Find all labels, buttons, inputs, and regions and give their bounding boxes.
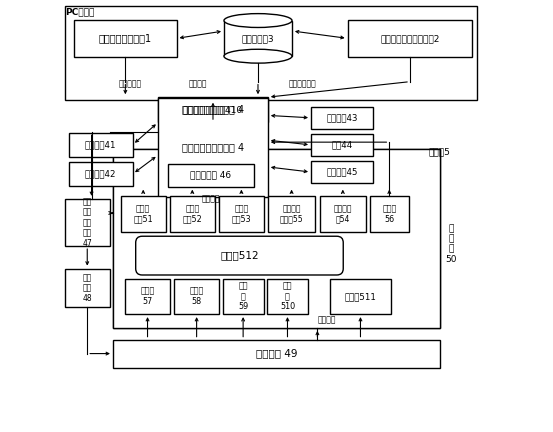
Text: 烟雾传感
器54: 烟雾传感 器54 xyxy=(333,204,352,224)
Text: 数据通信接口元件410: 数据通信接口元件410 xyxy=(183,105,243,114)
Text: 控制信息: 控制信息 xyxy=(317,316,336,325)
Text: 智能
开关
48: 智能 开关 48 xyxy=(82,273,92,303)
Text: 发芽试验智能控制器 4: 发芽试验智能控制器 4 xyxy=(182,104,244,114)
Text: 发芽试验智能控制器 4: 发芽试验智能控制器 4 xyxy=(182,142,244,152)
Text: 湿度传
感器52: 湿度传 感器52 xyxy=(182,204,202,224)
FancyBboxPatch shape xyxy=(113,340,440,368)
FancyBboxPatch shape xyxy=(219,196,264,232)
FancyBboxPatch shape xyxy=(65,269,110,307)
FancyBboxPatch shape xyxy=(311,107,373,129)
FancyBboxPatch shape xyxy=(121,196,166,232)
FancyBboxPatch shape xyxy=(125,279,170,314)
Text: 静态存储41: 静态存储41 xyxy=(85,140,117,149)
Text: 报警装置45: 报警装置45 xyxy=(326,168,358,177)
FancyBboxPatch shape xyxy=(174,279,219,314)
FancyBboxPatch shape xyxy=(168,164,254,187)
Text: 实时数据: 实时数据 xyxy=(189,80,207,89)
FancyBboxPatch shape xyxy=(158,97,268,122)
Text: 参数及任务: 参数及任务 xyxy=(118,80,142,89)
FancyBboxPatch shape xyxy=(158,98,268,197)
Text: PC上位机: PC上位机 xyxy=(65,7,95,16)
FancyBboxPatch shape xyxy=(330,279,390,314)
Text: 传感器接口 46: 传感器接口 46 xyxy=(190,171,232,180)
Text: 发芽室5: 发芽室5 xyxy=(429,147,451,156)
Text: 发芽研究辅助决策模块2: 发芽研究辅助决策模块2 xyxy=(380,34,440,43)
Text: 实时数据: 实时数据 xyxy=(202,194,220,203)
FancyBboxPatch shape xyxy=(320,196,366,232)
Text: 数据库模块3: 数据库模块3 xyxy=(242,34,274,43)
Text: 加湿
器
510: 加湿 器 510 xyxy=(280,282,295,311)
FancyBboxPatch shape xyxy=(347,20,472,57)
Text: 报警器511: 报警器511 xyxy=(345,292,377,301)
FancyBboxPatch shape xyxy=(65,199,110,246)
Text: 光照传
感器53: 光照传 感器53 xyxy=(232,204,251,224)
Text: 紫外灯
57: 紫外灯 57 xyxy=(140,287,155,306)
Text: 发芽过程监控模块1: 发芽过程监控模块1 xyxy=(99,33,152,43)
FancyBboxPatch shape xyxy=(65,6,477,100)
FancyBboxPatch shape xyxy=(135,236,343,275)
Text: 程序闪存42: 程序闪存42 xyxy=(85,169,117,178)
FancyBboxPatch shape xyxy=(223,279,264,314)
Text: 培
养
架
50: 培 养 架 50 xyxy=(445,224,457,264)
FancyBboxPatch shape xyxy=(69,162,133,186)
Text: 土壤水分
传感器55: 土壤水分 传感器55 xyxy=(280,204,304,224)
Text: 键盘44: 键盘44 xyxy=(332,140,353,149)
FancyBboxPatch shape xyxy=(369,196,409,232)
Text: 试验结果数据: 试验结果数据 xyxy=(289,80,316,89)
Text: 加热
器
59: 加热 器 59 xyxy=(238,282,248,311)
Text: 照明灯
58: 照明灯 58 xyxy=(190,287,204,306)
FancyBboxPatch shape xyxy=(113,149,440,328)
FancyBboxPatch shape xyxy=(113,149,440,328)
Text: 发芽盒512: 发芽盒512 xyxy=(220,251,259,260)
FancyBboxPatch shape xyxy=(69,133,133,156)
Ellipse shape xyxy=(224,14,292,28)
Text: 触控面板43: 触控面板43 xyxy=(326,113,358,122)
FancyBboxPatch shape xyxy=(267,279,308,314)
Text: 光电
隔离
输出
接口
47: 光电 隔离 输出 接口 47 xyxy=(82,197,92,248)
FancyBboxPatch shape xyxy=(170,196,215,232)
FancyBboxPatch shape xyxy=(311,161,373,183)
FancyBboxPatch shape xyxy=(268,196,315,232)
Ellipse shape xyxy=(224,49,292,63)
FancyBboxPatch shape xyxy=(74,20,176,57)
FancyBboxPatch shape xyxy=(311,134,373,156)
Text: 摄像头
56: 摄像头 56 xyxy=(382,204,397,224)
Text: 温度传
感器51: 温度传 感器51 xyxy=(133,204,153,224)
FancyBboxPatch shape xyxy=(224,21,292,56)
Text: 驱动电路 49: 驱动电路 49 xyxy=(255,349,298,359)
